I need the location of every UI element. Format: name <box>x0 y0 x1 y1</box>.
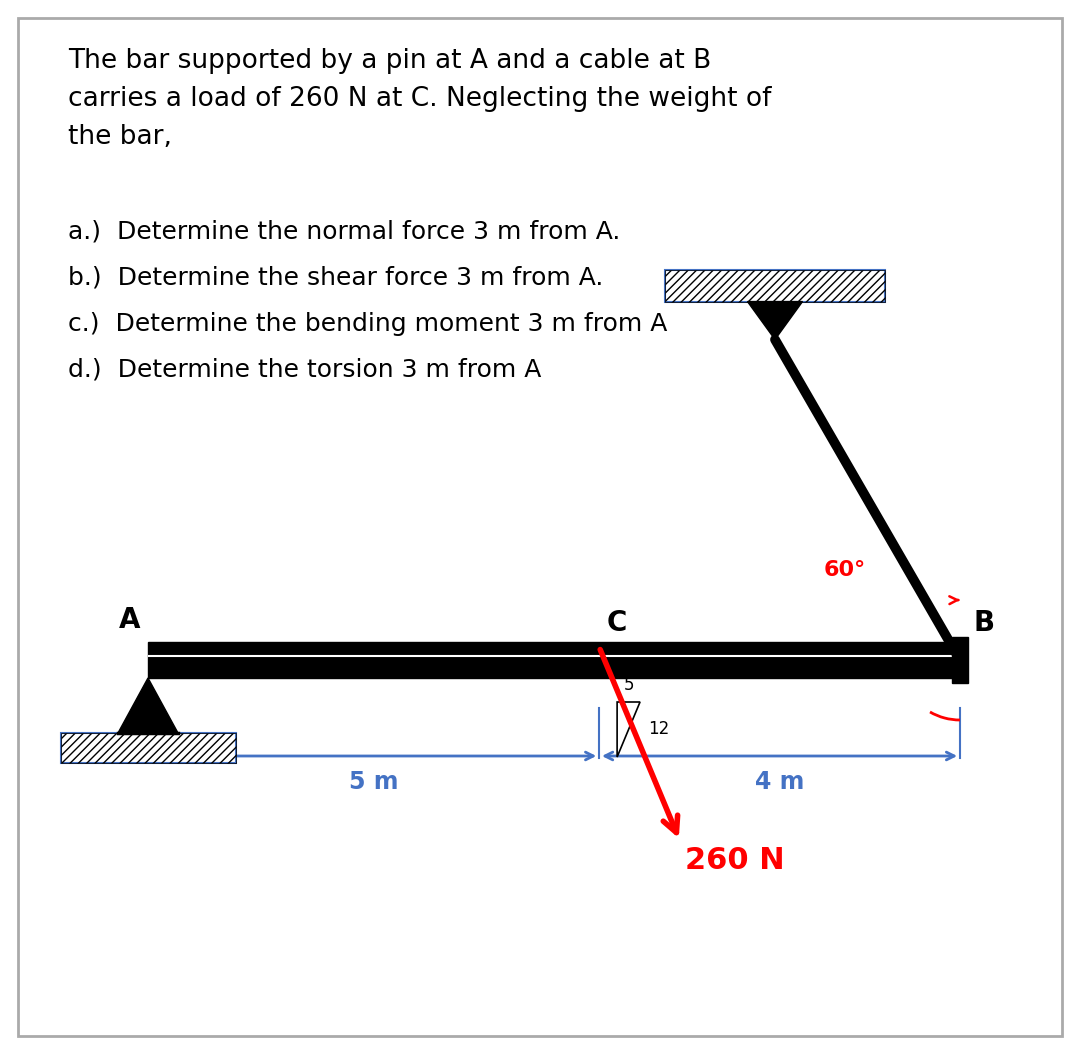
Text: carries a load of 260 N at C. Neglecting the weight of: carries a load of 260 N at C. Neglecting… <box>68 86 771 112</box>
Bar <box>951 637 968 683</box>
Text: The bar supported by a pin at A and a cable at B: The bar supported by a pin at A and a ca… <box>68 48 712 74</box>
Text: 260 N: 260 N <box>685 846 784 875</box>
Text: 12: 12 <box>648 721 670 739</box>
Bar <box>60 733 235 763</box>
Text: 5: 5 <box>623 676 634 694</box>
Bar <box>148 642 960 678</box>
Bar <box>60 733 235 763</box>
Text: c.)  Determine the bending moment 3 m from A: c.) Determine the bending moment 3 m fro… <box>68 312 667 336</box>
Polygon shape <box>118 678 178 733</box>
Text: B: B <box>974 609 995 637</box>
Text: d.)  Determine the torsion 3 m from A: d.) Determine the torsion 3 m from A <box>68 358 541 382</box>
Text: 4 m: 4 m <box>755 770 805 794</box>
Bar <box>665 270 885 301</box>
Text: the bar,: the bar, <box>68 124 172 150</box>
Text: 60°: 60° <box>824 560 866 580</box>
Polygon shape <box>617 702 640 757</box>
Bar <box>665 270 885 301</box>
Text: A: A <box>119 606 140 635</box>
Text: C: C <box>607 609 627 637</box>
Text: b.)  Determine the shear force 3 m from A.: b.) Determine the shear force 3 m from A… <box>68 266 604 290</box>
Text: 5 m: 5 m <box>349 770 399 794</box>
Text: a.)  Determine the normal force 3 m from A.: a.) Determine the normal force 3 m from … <box>68 220 620 243</box>
Polygon shape <box>747 301 802 339</box>
